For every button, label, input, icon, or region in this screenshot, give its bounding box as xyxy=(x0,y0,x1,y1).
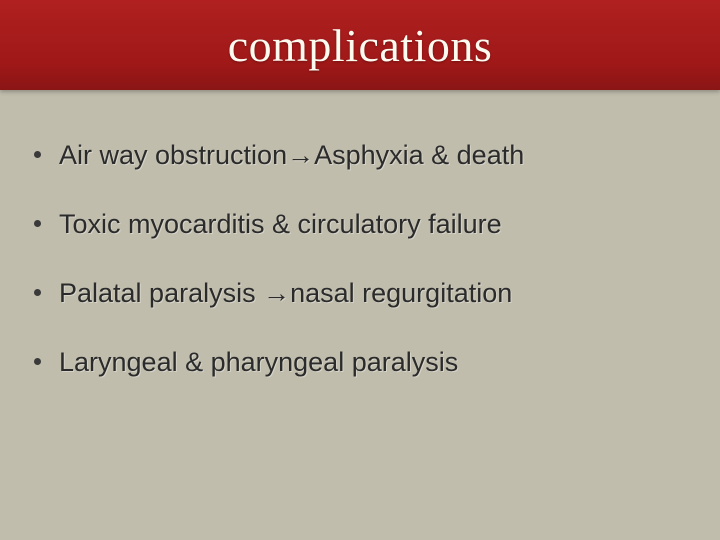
slide-title: complications xyxy=(228,19,493,72)
bullet-icon xyxy=(34,220,41,227)
list-item: Air way obstruction→Asphyxia & death xyxy=(34,138,686,173)
title-bar: complications xyxy=(0,0,720,90)
bullet-icon xyxy=(34,358,41,365)
list-item: Toxic myocarditis & circulatory failure xyxy=(34,207,686,242)
bullet-text: Air way obstruction→Asphyxia & death xyxy=(59,138,524,173)
bullet-list: Air way obstruction→Asphyxia & death Tox… xyxy=(34,138,686,380)
bullet-text: Toxic myocarditis & circulatory failure xyxy=(59,207,502,242)
bullet-icon xyxy=(34,289,41,296)
bullet-text: Palatal paralysis →nasal regurgitation xyxy=(59,276,512,311)
bullet-icon xyxy=(34,151,41,158)
slide-body: Air way obstruction→Asphyxia & death Tox… xyxy=(0,90,720,380)
list-item: Palatal paralysis →nasal regurgitation xyxy=(34,276,686,311)
list-item: Laryngeal & pharyngeal paralysis xyxy=(34,345,686,380)
bullet-text: Laryngeal & pharyngeal paralysis xyxy=(59,345,458,380)
